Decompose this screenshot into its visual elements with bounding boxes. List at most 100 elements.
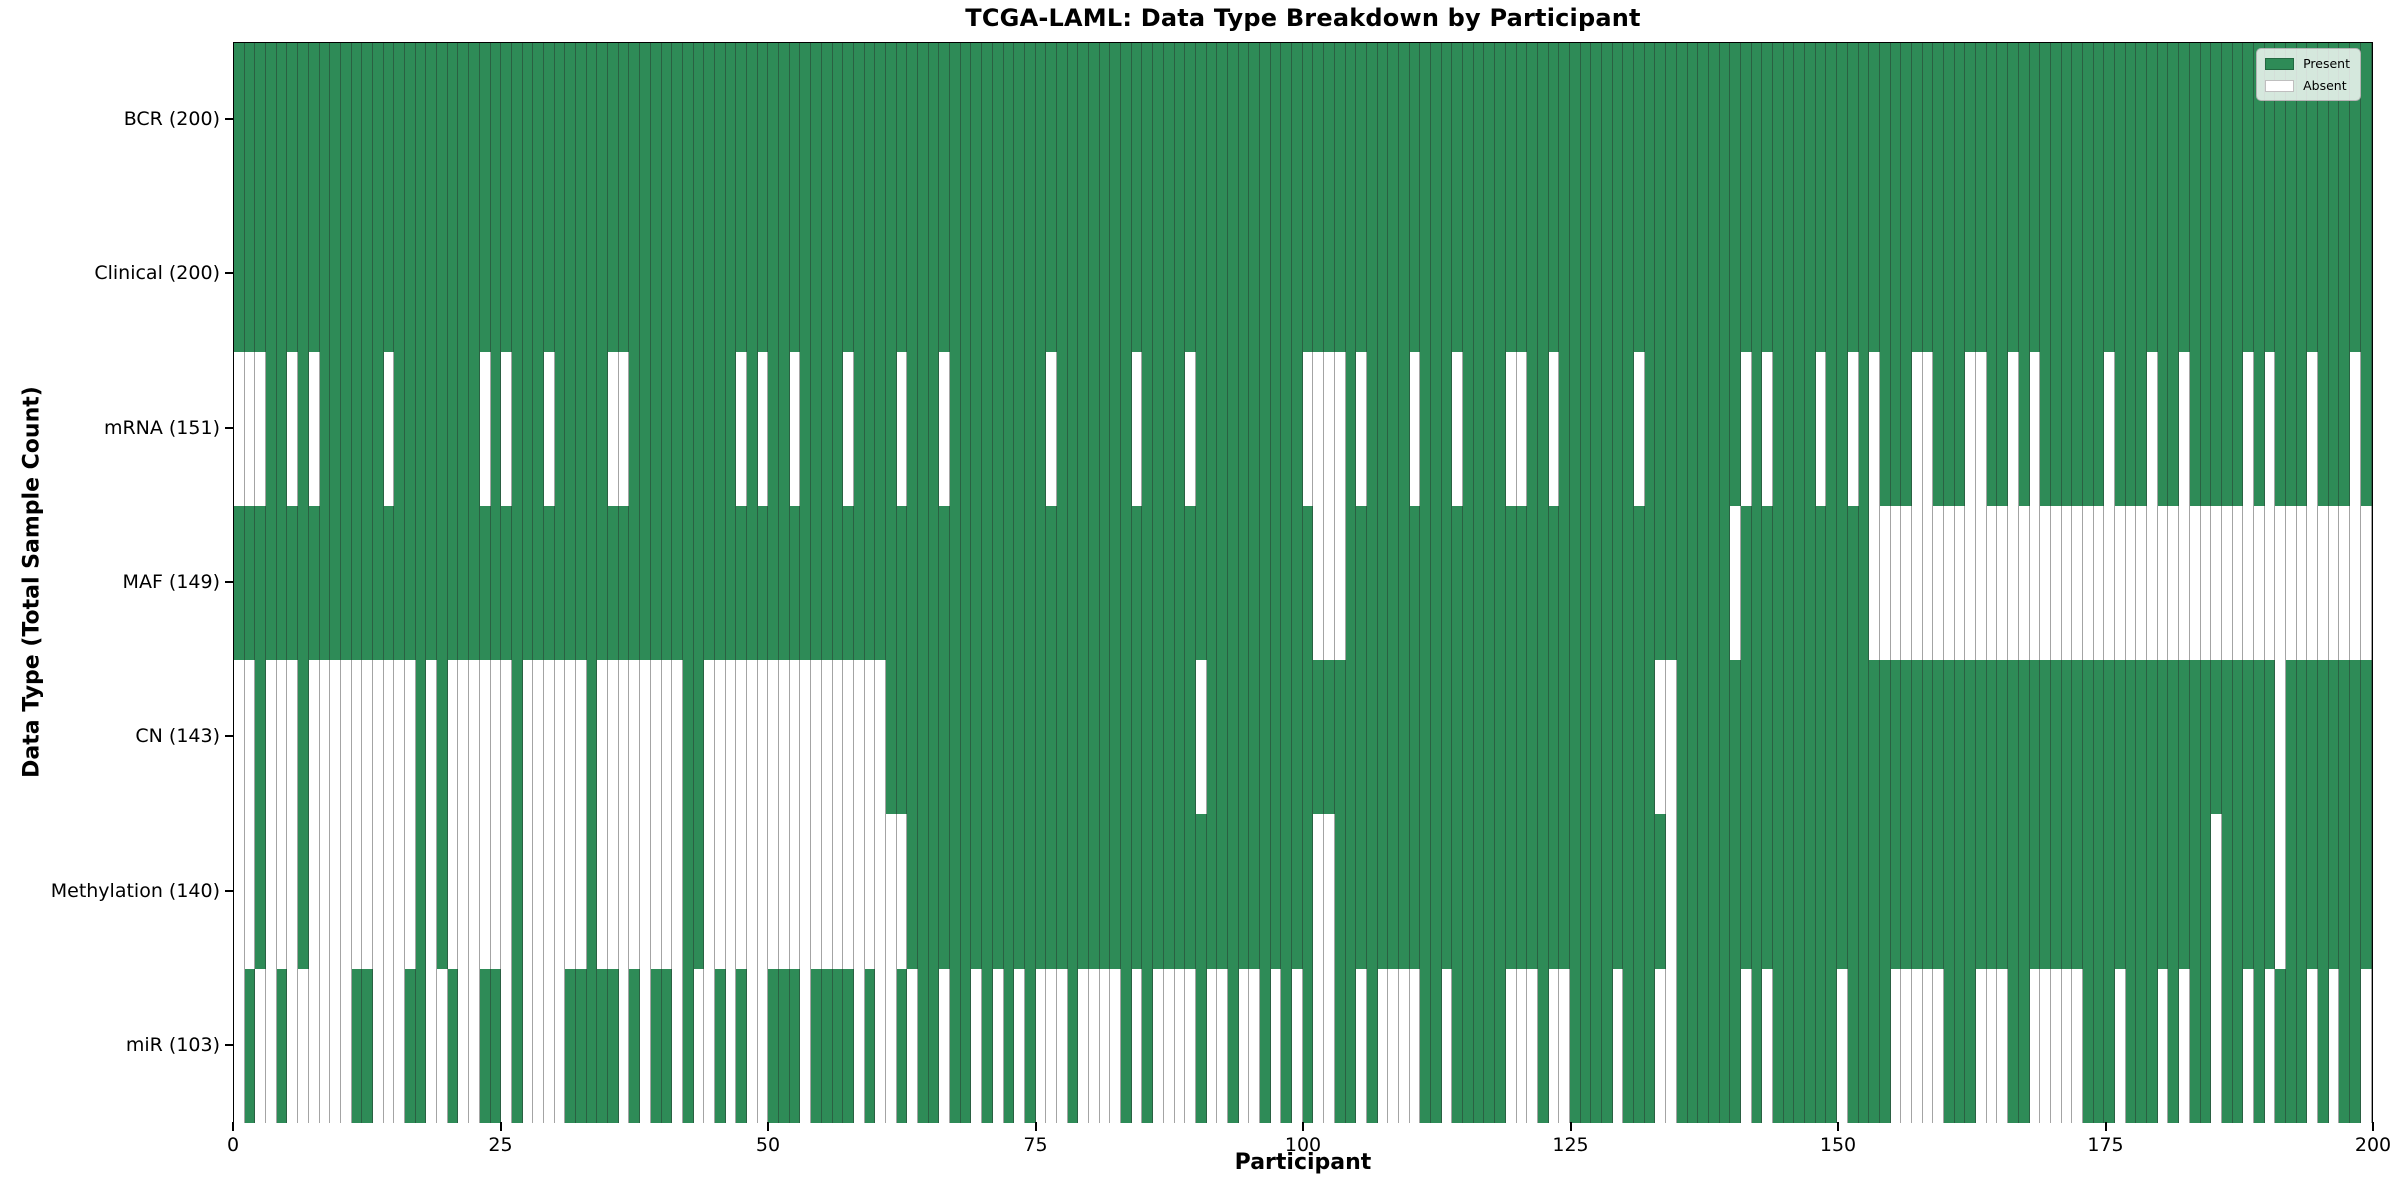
cell <box>1591 197 1602 352</box>
cell <box>2307 43 2319 198</box>
cell <box>1698 505 1709 661</box>
cell <box>1527 814 1538 969</box>
cell <box>1356 43 1367 198</box>
cell <box>1463 351 1474 506</box>
cell <box>1035 505 1047 661</box>
cell <box>1602 43 1613 198</box>
cell <box>1580 660 1592 815</box>
cell <box>2200 351 2212 506</box>
cell <box>757 968 769 1123</box>
cell <box>629 505 641 661</box>
cell <box>1227 814 1239 969</box>
cell <box>1452 968 1464 1123</box>
cell <box>522 197 534 352</box>
cell <box>586 197 598 352</box>
cell <box>1142 351 1154 506</box>
ytick-label-mRNA: mRNA (151) <box>103 416 220 439</box>
cell <box>1676 968 1688 1123</box>
cell <box>1206 814 1218 969</box>
cell <box>1954 43 1966 198</box>
cell <box>672 814 683 969</box>
cell <box>1452 197 1464 352</box>
cell <box>501 351 512 506</box>
cell <box>1858 505 1870 661</box>
cell <box>736 660 747 815</box>
cell <box>1890 660 1902 815</box>
cell <box>1495 505 1506 661</box>
cell <box>1046 197 1057 352</box>
cell <box>2286 351 2297 506</box>
cell <box>661 43 673 198</box>
cell <box>618 660 630 815</box>
cell <box>1089 968 1100 1123</box>
cell <box>1740 197 1752 352</box>
cell <box>394 505 405 661</box>
cell <box>1420 505 1431 661</box>
cell <box>276 814 288 969</box>
cell <box>447 505 459 661</box>
cell <box>832 197 844 352</box>
cell <box>2125 968 2137 1123</box>
cell <box>1324 968 1335 1123</box>
cell <box>1676 197 1688 352</box>
cell <box>1067 814 1079 969</box>
cell <box>1142 505 1154 661</box>
cell <box>853 505 865 661</box>
cell <box>1046 43 1057 198</box>
cell <box>1505 814 1517 969</box>
cell <box>1099 968 1111 1123</box>
cell <box>2008 814 2019 969</box>
cell <box>1003 43 1015 198</box>
cell <box>2050 660 2062 815</box>
cell <box>533 814 544 969</box>
cell <box>554 351 566 506</box>
cell <box>1099 505 1111 661</box>
cell <box>1676 351 1688 506</box>
cell <box>1046 505 1057 661</box>
cell <box>629 968 641 1123</box>
cell <box>2189 968 2201 1123</box>
cell <box>1666 351 1677 506</box>
cell <box>1099 43 1111 198</box>
cell <box>1131 351 1143 506</box>
cell <box>800 43 812 198</box>
cell <box>1858 968 1870 1123</box>
cell <box>1185 351 1196 506</box>
cell <box>1537 351 1549 506</box>
cell <box>586 43 598 198</box>
cell <box>1751 351 1763 506</box>
cell <box>2296 43 2308 198</box>
cell <box>298 43 309 198</box>
cell <box>1078 351 1089 506</box>
cell <box>1708 660 1720 815</box>
cell <box>843 197 854 352</box>
cell <box>2328 351 2340 506</box>
cell <box>351 43 363 198</box>
cell <box>682 968 694 1123</box>
cell <box>640 505 651 661</box>
cell <box>1067 43 1079 198</box>
cell <box>1623 197 1635 352</box>
cell <box>1516 351 1528 506</box>
cell <box>843 351 854 506</box>
cell <box>1420 197 1431 352</box>
cell <box>1698 351 1709 506</box>
cell <box>992 197 1004 352</box>
cell <box>1879 660 1891 815</box>
cell <box>2253 351 2265 506</box>
cell <box>1366 505 1378 661</box>
cell <box>725 43 737 198</box>
cell <box>1944 814 1955 969</box>
cell <box>1644 351 1656 506</box>
cell <box>1238 814 1250 969</box>
cell <box>2339 814 2351 969</box>
cell <box>1612 505 1624 661</box>
cell <box>287 660 299 815</box>
cell <box>1762 814 1773 969</box>
cell <box>1174 660 1186 815</box>
cell <box>1602 197 1613 352</box>
cell <box>2061 814 2073 969</box>
ytick-mark <box>225 272 233 275</box>
cell <box>1623 814 1635 969</box>
cell <box>576 505 587 661</box>
